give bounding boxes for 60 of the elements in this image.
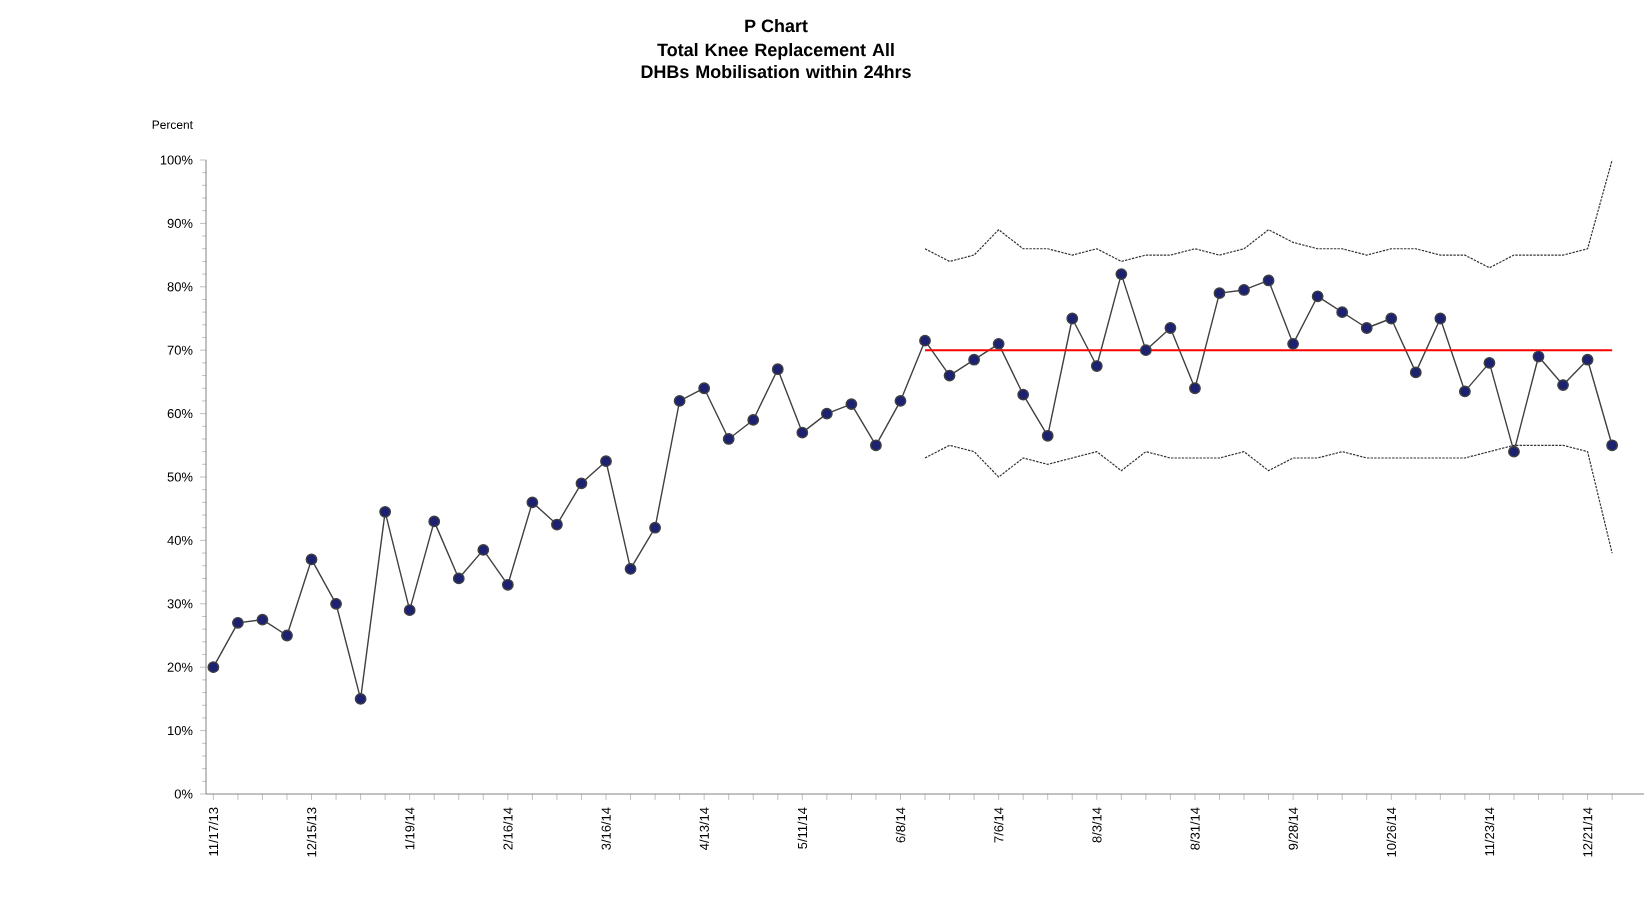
point (968, 353, 980, 366)
point (1606, 439, 1619, 452)
point (551, 518, 563, 531)
point (1287, 337, 1299, 350)
point (1409, 366, 1422, 379)
point (992, 337, 1005, 350)
point (796, 426, 809, 439)
point (943, 369, 956, 382)
point (1213, 287, 1226, 300)
point (722, 433, 735, 445)
point (771, 363, 784, 376)
point (1164, 322, 1177, 334)
chart-subtitle: Total Knee Replacement All DHBs Mobilisation within 24hrs (641, 43, 911, 79)
point (919, 334, 931, 347)
point (477, 544, 490, 556)
point (1017, 388, 1030, 401)
point (428, 515, 441, 528)
point (600, 455, 612, 468)
point (1434, 312, 1447, 325)
point (624, 563, 637, 575)
point (649, 521, 661, 534)
point (747, 414, 760, 426)
point (698, 382, 711, 395)
point (1090, 360, 1103, 372)
point (820, 407, 833, 420)
point (526, 496, 539, 509)
point (1360, 322, 1373, 334)
point (1238, 284, 1250, 296)
chart-title: P Chart (745, 19, 808, 33)
point (1041, 429, 1054, 442)
point (1483, 356, 1496, 369)
point (207, 661, 220, 674)
point (845, 398, 858, 410)
point (575, 477, 588, 490)
point (452, 572, 465, 585)
point (305, 553, 318, 566)
point (281, 629, 293, 642)
point (673, 395, 686, 407)
point (354, 693, 367, 705)
point (1139, 344, 1152, 357)
point (1336, 306, 1349, 319)
point (1581, 353, 1594, 366)
point (1385, 312, 1398, 325)
point (1458, 385, 1471, 398)
point (1066, 312, 1079, 325)
point (894, 395, 907, 407)
point (403, 604, 416, 617)
point (330, 597, 342, 610)
point (1115, 268, 1128, 281)
point (1532, 350, 1545, 363)
point (1262, 274, 1275, 287)
point (1508, 445, 1520, 458)
point (1311, 290, 1324, 303)
point (256, 613, 269, 626)
point (870, 439, 882, 452)
point (379, 505, 392, 518)
point (232, 616, 244, 629)
point (1189, 382, 1201, 395)
point (1557, 379, 1569, 391)
point (501, 578, 514, 591)
